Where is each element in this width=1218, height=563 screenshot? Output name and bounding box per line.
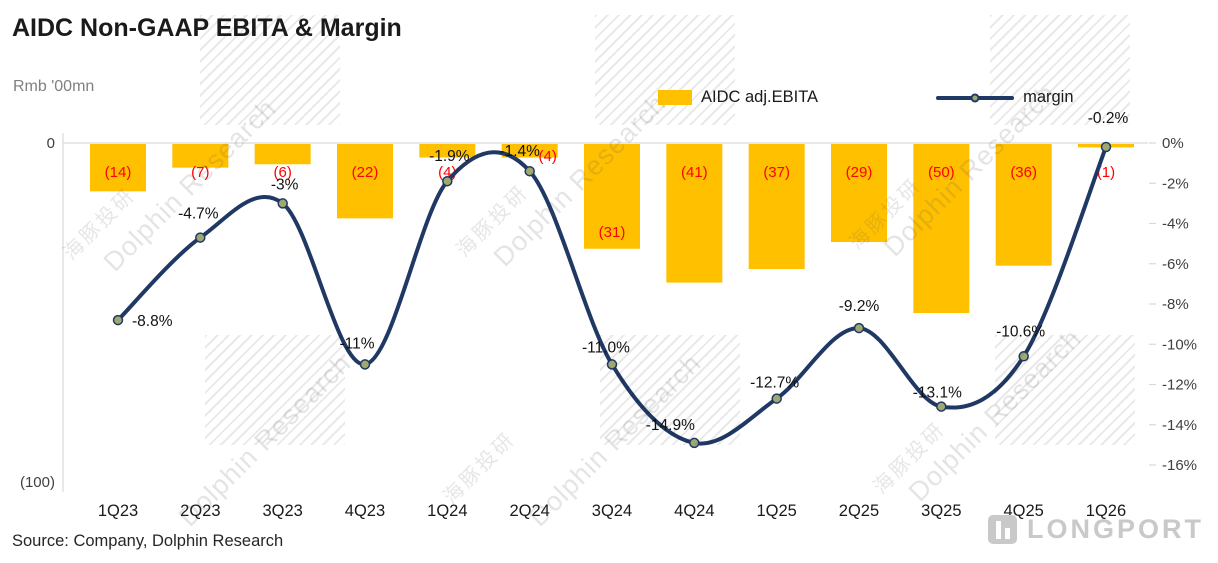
left-axis-tick-label: (100) (20, 474, 55, 491)
ebita-bar (748, 144, 805, 270)
chart-title: AIDC Non-GAAP EBITA & Margin (12, 14, 402, 42)
ebita-value-label: (29) (846, 164, 873, 181)
ebita-value-label: (50) (928, 164, 955, 181)
ebita-bar (254, 144, 311, 165)
ebita-bar (583, 144, 640, 249)
ebita-bar (172, 144, 229, 168)
ebita-bar (913, 144, 970, 313)
legend-label-margin: margin (1023, 88, 1074, 106)
right-axis-tick-label: -10% (1162, 336, 1197, 353)
longport-logo-icon (988, 515, 1017, 544)
left-axis-unit-label: Rmb '00mn (13, 78, 95, 95)
margin-line (116, 145, 1108, 446)
ebita-value-label: (22) (352, 164, 379, 181)
margin-marker (936, 401, 947, 412)
ebita-value-label: (6) (273, 164, 291, 181)
right-axis-tick-label: -4% (1162, 216, 1189, 233)
margin-marker (442, 175, 453, 187)
right-axis-tick-label: -2% (1162, 175, 1189, 192)
legend: AIDC adj.EBITA margin (658, 88, 1074, 107)
x-axis-label: 1Q25 (756, 502, 796, 520)
margin-value-label: -1.4% (499, 143, 540, 160)
margin-marker (1018, 351, 1029, 362)
ebita-value-label: (37) (763, 164, 790, 181)
ebita-bar (90, 144, 146, 192)
x-axis-label: 4Q23 (345, 502, 385, 520)
ebita-bar (995, 144, 1052, 266)
ebita-value-label: (4) (538, 148, 556, 165)
x-axis-label: 4Q24 (674, 502, 714, 520)
margin-marker (771, 393, 782, 404)
x-axis-label: 3Q23 (262, 502, 302, 520)
right-axis-tick-label: -8% (1162, 296, 1189, 313)
x-axis-label: 2Q24 (509, 502, 549, 520)
right-axis-tick-label: -16% (1162, 457, 1197, 474)
margin-marker (277, 198, 288, 209)
legend-item-margin: margin (936, 88, 1074, 107)
ebita-bar (666, 144, 723, 283)
x-axis-label: 2Q23 (180, 502, 220, 520)
margin-value-label: -11% (339, 335, 374, 352)
x-axis-label: 1Q24 (427, 502, 467, 520)
margin-value-label: -12.7% (750, 375, 799, 392)
margin-value-label: -8.8% (132, 313, 173, 330)
margin-marker (853, 322, 865, 334)
margin-value-label: -1.9% (429, 148, 470, 165)
margin-value-label: -9.2% (839, 298, 880, 315)
legend-label-ebita: AIDC adj.EBITA (701, 88, 819, 106)
ebita-bar (419, 144, 476, 158)
margin-value-label: -10.6% (996, 323, 1045, 340)
margin-marker (112, 314, 124, 326)
margin-value-label: -4.7% (178, 206, 219, 223)
source-note: Source: Company, Dolphin Research (12, 532, 284, 550)
bar-swatch-icon (658, 90, 692, 105)
ebita-value-label: (41) (681, 164, 708, 181)
ebita-bar (501, 144, 558, 158)
legend-item-ebita: AIDC adj.EBITA (658, 88, 818, 107)
line-swatch-icon (936, 93, 1015, 102)
x-axis-label: 3Q24 (592, 502, 632, 520)
right-axis-tick-label: 0% (1162, 135, 1184, 152)
margin-value-label: -0.2% (1088, 110, 1129, 127)
margin-marker (689, 437, 700, 449)
margin-marker (524, 165, 535, 177)
x-axis-label: 2Q25 (839, 502, 879, 520)
left-axis-tick-label: 0 (47, 135, 55, 152)
margin-value-label: -14.9% (646, 417, 695, 434)
longport-logo-text: LONGPORT (1027, 514, 1204, 544)
right-axis-tick-label: -14% (1162, 417, 1197, 434)
x-axis-label: 1Q26 (1086, 502, 1126, 520)
x-axis-label: 3Q25 (921, 502, 961, 520)
ebita-value-label: (1) (1097, 164, 1115, 181)
ebita-value-label: (36) (1010, 164, 1037, 181)
ebita-value-label: (7) (191, 164, 209, 181)
margin-value-label: -3% (271, 176, 299, 193)
x-axis-label: 1Q23 (98, 502, 138, 520)
ebita-value-label: (14) (105, 164, 132, 181)
margin-marker (359, 359, 371, 370)
right-axis-tick-label: -6% (1162, 256, 1189, 273)
longport-logo: LONGPORT (988, 514, 1204, 545)
ebita-value-label: (31) (599, 224, 626, 241)
ebita-bar (336, 144, 393, 219)
ebita-bar (830, 144, 887, 243)
margin-value-label: -13.1% (913, 385, 962, 402)
margin-marker (606, 359, 618, 370)
margin-value-label: -11.0% (582, 339, 630, 356)
margin-marker (1100, 141, 1112, 153)
margin-marker (195, 232, 206, 243)
line-marker-dot-icon (970, 93, 980, 102)
right-axis-tick-label: -12% (1162, 377, 1197, 394)
